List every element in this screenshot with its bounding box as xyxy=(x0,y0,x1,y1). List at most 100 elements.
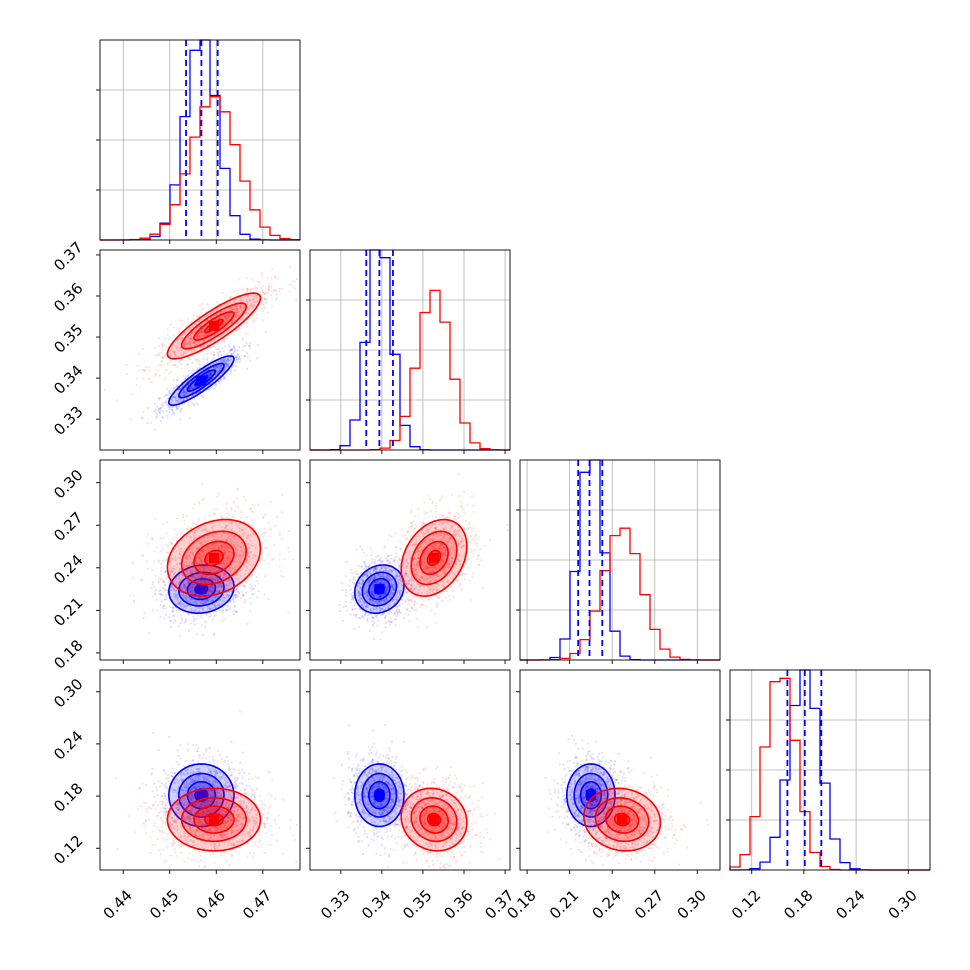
scatter-point xyxy=(412,570,415,573)
scatter-point xyxy=(393,562,396,565)
scatter-point xyxy=(233,300,236,303)
scatter-points-red xyxy=(129,482,300,635)
scatter-point xyxy=(209,577,212,580)
scatter-point xyxy=(179,567,182,571)
scatter-point xyxy=(410,607,413,610)
scatter-point xyxy=(384,607,388,610)
scatter-point xyxy=(223,563,226,566)
scatter-point xyxy=(220,360,223,364)
scatter-point xyxy=(164,595,168,599)
scatter-point xyxy=(292,280,295,283)
scatter-point xyxy=(150,380,153,384)
scatter-point xyxy=(230,522,233,525)
scatter-point xyxy=(407,599,410,603)
scatter-point xyxy=(392,588,395,591)
scatter-point xyxy=(437,596,440,599)
scatter-point xyxy=(443,521,446,525)
scatter-point xyxy=(161,344,164,348)
scatter-point xyxy=(438,566,441,569)
scatter-point xyxy=(386,577,389,580)
scatter-point xyxy=(175,385,178,388)
scatter-point xyxy=(374,582,378,585)
scatter-point xyxy=(212,387,215,390)
scatter-point xyxy=(159,615,162,618)
scatter-point xyxy=(166,388,169,391)
scatter-point xyxy=(451,524,454,527)
scatter-point xyxy=(242,529,245,532)
scatter-point xyxy=(198,539,201,543)
scatter-point xyxy=(197,614,200,617)
scatter-point xyxy=(230,522,234,525)
scatter-point xyxy=(161,342,164,346)
scatter-point xyxy=(374,561,377,564)
scatter-point xyxy=(231,514,234,518)
scatter-point xyxy=(169,626,172,629)
scatter-point xyxy=(175,407,178,410)
scatter-point xyxy=(386,620,389,623)
scatter-point xyxy=(154,372,157,376)
scatter-point xyxy=(247,294,250,297)
scatter-point xyxy=(186,397,189,400)
scatter-point xyxy=(172,396,175,399)
scatter-point xyxy=(209,373,212,376)
scatter-point xyxy=(215,576,218,579)
scatter-point xyxy=(181,392,184,395)
scatter-point xyxy=(234,349,237,352)
scatter-point xyxy=(245,287,249,290)
scatter-point xyxy=(193,348,196,351)
scatter-point xyxy=(380,594,383,598)
scatter-point xyxy=(219,553,222,556)
scatter-point xyxy=(410,521,413,524)
scatter-point xyxy=(232,352,235,355)
scatter-point xyxy=(205,598,208,602)
scatter-point xyxy=(454,565,457,569)
scatter-point xyxy=(251,573,254,576)
scatter-point xyxy=(388,596,391,599)
scatter-point xyxy=(188,396,191,399)
scatter-point xyxy=(178,601,181,605)
scatter-point xyxy=(396,591,399,594)
scatter-point xyxy=(178,552,181,556)
scatter-point xyxy=(202,580,205,583)
scatter-point xyxy=(369,572,372,575)
scatter-point xyxy=(379,595,382,598)
scatter-point xyxy=(234,313,238,316)
scatter-point xyxy=(196,336,199,339)
scatter-point xyxy=(281,511,284,514)
scatter-point xyxy=(393,601,396,605)
scatter-point xyxy=(230,348,233,351)
scatter-point xyxy=(188,590,192,594)
scatter-point xyxy=(190,586,193,590)
scatter-point xyxy=(373,558,376,562)
scatter-point xyxy=(381,599,384,603)
scatter-point xyxy=(214,596,217,600)
scatter-point xyxy=(188,554,191,557)
scatter-point xyxy=(224,322,227,325)
scatter-point xyxy=(143,612,146,615)
scatter-point xyxy=(172,610,175,613)
scatter-point xyxy=(248,298,251,301)
scatter-point xyxy=(147,542,150,545)
scatter-point xyxy=(368,629,371,633)
scatter-point xyxy=(384,567,388,570)
scatter-point xyxy=(245,300,249,303)
scatter-point xyxy=(171,399,174,402)
scatter-point xyxy=(379,594,382,597)
scatter-point xyxy=(437,534,440,537)
scatter-point xyxy=(431,543,434,547)
scatter-point xyxy=(155,416,158,419)
scatter-point xyxy=(464,572,467,576)
scatter-point xyxy=(212,350,215,353)
scatter-point xyxy=(182,399,185,402)
scatter-point xyxy=(216,590,219,593)
scatter-point xyxy=(218,368,221,372)
scatter-point xyxy=(233,305,236,308)
scatter-point xyxy=(374,575,377,578)
scatter-point xyxy=(220,545,223,548)
scatter-point xyxy=(188,340,191,344)
scatter-point xyxy=(192,586,195,589)
scatter-point xyxy=(212,570,215,573)
scatter-point xyxy=(185,392,188,395)
scatter-point xyxy=(380,607,383,610)
scatter-point xyxy=(407,582,410,585)
